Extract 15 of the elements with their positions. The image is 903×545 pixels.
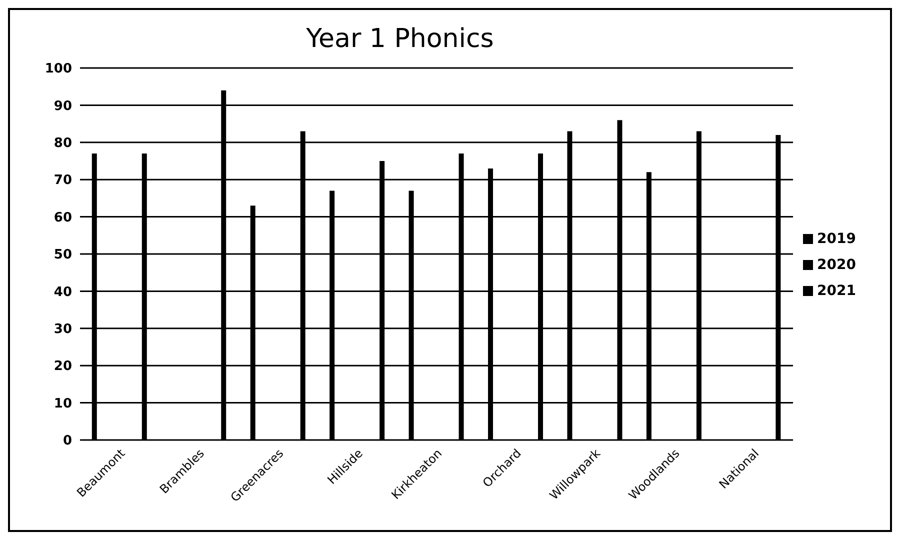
legend-label: 2019: [817, 231, 856, 247]
y-tick-label: 20: [54, 359, 72, 374]
y-tick-label: 0: [62, 434, 72, 449]
y-tick-label: 60: [54, 210, 72, 226]
y-tick-label: 70: [54, 173, 72, 188]
y-tick-label: 90: [54, 98, 72, 114]
y-tick-label: 100: [44, 62, 72, 77]
y-tick-label: 40: [54, 284, 72, 300]
y-tick-label: 30: [54, 322, 72, 338]
y-tick-label: 50: [54, 248, 72, 263]
y-tick-label: 10: [54, 396, 72, 412]
chart-title: Year 1 Phonics: [305, 24, 495, 54]
legend-label: 2021: [817, 283, 856, 299]
legend-label: 2020: [817, 257, 856, 273]
y-tick-label: 80: [54, 136, 72, 152]
